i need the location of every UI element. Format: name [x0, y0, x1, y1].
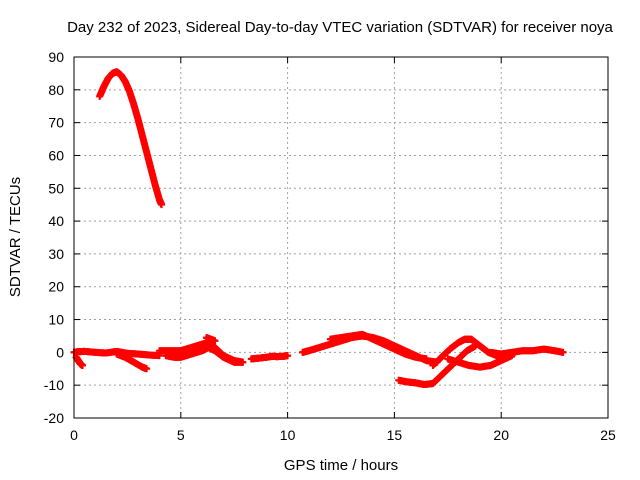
series-arc-2 [113, 350, 151, 373]
x-tick-label: 10 [280, 427, 296, 443]
x-tick-label: 25 [600, 427, 616, 443]
x-axis-title: GPS time / hours [284, 457, 398, 474]
y-tick-label: -10 [44, 377, 64, 393]
y-tick-label: 80 [48, 82, 64, 98]
y-tick-label: 0 [56, 344, 64, 360]
y-tick-label: 70 [48, 115, 64, 131]
y-tick-label: 90 [48, 49, 64, 65]
data-point [143, 365, 151, 373]
series-arc-7b [444, 352, 516, 371]
x-tick-label: 5 [177, 427, 185, 443]
chart-title: Day 232 of 2023, Sidereal Day-to-day VTE… [67, 19, 613, 36]
series-arc-3c [202, 334, 219, 345]
y-tick-label: 20 [48, 279, 64, 295]
data-point [211, 337, 219, 345]
data-point [79, 361, 87, 369]
y-tick-label: 60 [48, 147, 64, 163]
x-tick-label: 0 [70, 427, 78, 443]
data-point [284, 352, 292, 360]
series-arc-3b [162, 343, 247, 366]
data-point [422, 355, 430, 363]
x-tick-label: 15 [387, 427, 403, 443]
series-arc-1 [70, 347, 163, 360]
series-arc-4 [247, 352, 292, 363]
y-tick-label: 30 [48, 246, 64, 262]
axis-ticks: 0 5 10 15 20 25 -20 -10 0 10 20 30 40 50 60 70 80 90 [44, 49, 616, 443]
x-tick-label: 20 [493, 427, 509, 443]
y-tick-label: -20 [44, 410, 64, 426]
data-points [70, 68, 567, 389]
y-tick-label: 10 [48, 312, 64, 328]
y-tick-label: 50 [48, 180, 64, 196]
series-arc-8 [487, 345, 567, 358]
grid [74, 57, 608, 418]
y-tick-label: 40 [48, 213, 64, 229]
data-point [239, 358, 247, 366]
series-arc-1b [72, 353, 87, 369]
data-point [158, 201, 166, 209]
plot-frame [73, 56, 609, 419]
series-arc-5b [326, 330, 430, 363]
data-point [559, 348, 567, 356]
series-arc-high [96, 68, 166, 209]
y-axis-title: SDTVAR / TECUs [7, 177, 24, 297]
